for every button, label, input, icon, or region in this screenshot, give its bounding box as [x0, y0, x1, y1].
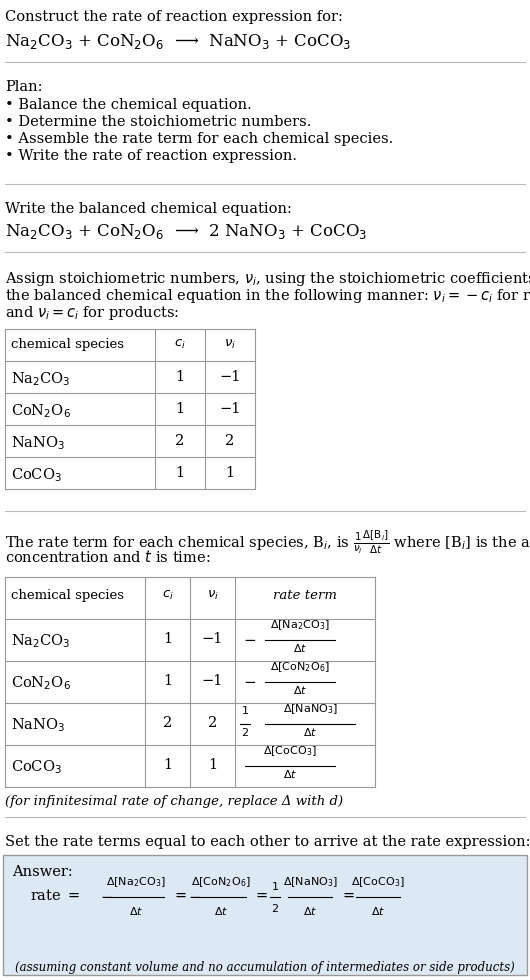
- Text: $\Delta t$: $\Delta t$: [214, 905, 228, 917]
- Text: −1: −1: [219, 370, 241, 384]
- Text: Set the rate terms equal to each other to arrive at the rate expression:: Set the rate terms equal to each other t…: [5, 835, 530, 849]
- Text: $\Delta[\mathrm{NaNO_3}]$: $\Delta[\mathrm{NaNO_3}]$: [282, 703, 338, 716]
- Text: $\Delta[\mathrm{CoCO_3}]$: $\Delta[\mathrm{CoCO_3}]$: [263, 744, 317, 758]
- Text: and $\nu_i = c_i$ for products:: and $\nu_i = c_i$ for products:: [5, 304, 179, 322]
- Text: CoN$_2$O$_6$: CoN$_2$O$_6$: [11, 402, 71, 419]
- Text: 1: 1: [175, 466, 184, 480]
- Text: $\Delta t$: $\Delta t$: [129, 905, 143, 917]
- Text: rate $=$: rate $=$: [30, 888, 81, 903]
- Text: (for infinitesimal rate of change, replace Δ with d): (for infinitesimal rate of change, repla…: [5, 795, 343, 808]
- Text: −1: −1: [202, 674, 223, 688]
- Text: 1: 1: [163, 758, 172, 772]
- FancyBboxPatch shape: [3, 855, 527, 975]
- Text: $\Delta t$: $\Delta t$: [303, 726, 317, 738]
- Text: CoN$_2$O$_6$: CoN$_2$O$_6$: [11, 674, 71, 692]
- Text: $-$: $-$: [243, 632, 256, 646]
- Text: chemical species: chemical species: [11, 338, 124, 351]
- Text: $=$: $=$: [172, 888, 188, 902]
- Text: $\Delta[\mathrm{CoN_2O_6}]$: $\Delta[\mathrm{CoN_2O_6}]$: [270, 661, 330, 674]
- Text: $\Delta[\mathrm{CoN_2O_6}]$: $\Delta[\mathrm{CoN_2O_6}]$: [191, 875, 251, 889]
- Text: $\Delta t$: $\Delta t$: [371, 905, 385, 917]
- Text: Na$_2$CO$_3$ + CoN$_2$O$_6$  ⟶  NaNO$_3$ + CoCO$_3$: Na$_2$CO$_3$ + CoN$_2$O$_6$ ⟶ NaNO$_3$ +…: [5, 32, 351, 51]
- Text: $1$: $1$: [241, 704, 249, 716]
- Text: Construct the rate of reaction expression for:: Construct the rate of reaction expressio…: [5, 10, 343, 24]
- Text: NaNO$_3$: NaNO$_3$: [11, 716, 65, 734]
- Text: $-$: $-$: [188, 889, 201, 903]
- Text: concentration and $t$ is time:: concentration and $t$ is time:: [5, 549, 210, 565]
- Text: 1: 1: [225, 466, 235, 480]
- Text: rate term: rate term: [273, 589, 337, 602]
- Text: 2: 2: [163, 716, 172, 730]
- Text: $\Delta[\mathrm{NaNO_3}]$: $\Delta[\mathrm{NaNO_3}]$: [282, 875, 338, 889]
- Text: Write the balanced chemical equation:: Write the balanced chemical equation:: [5, 202, 292, 216]
- Text: −1: −1: [219, 402, 241, 416]
- Text: the balanced chemical equation in the following manner: $\nu_i = -c_i$ for react: the balanced chemical equation in the fo…: [5, 287, 530, 305]
- Text: Assign stoichiometric numbers, $\nu_i$, using the stoichiometric coefficients, $: Assign stoichiometric numbers, $\nu_i$, …: [5, 270, 530, 288]
- Text: 2: 2: [225, 434, 235, 448]
- Text: Plan:: Plan:: [5, 80, 42, 94]
- Text: 1: 1: [163, 674, 172, 688]
- Text: $c_i$: $c_i$: [174, 338, 186, 351]
- Text: 2: 2: [208, 716, 217, 730]
- Text: 1: 1: [175, 370, 184, 384]
- Text: chemical species: chemical species: [11, 589, 124, 602]
- Text: $\Delta t$: $\Delta t$: [293, 684, 307, 696]
- Text: $\Delta[\mathrm{CoCO_3}]$: $\Delta[\mathrm{CoCO_3}]$: [351, 875, 405, 889]
- Text: $\Delta[\mathrm{Na_2CO_3}]$: $\Delta[\mathrm{Na_2CO_3}]$: [106, 875, 166, 889]
- Text: $\Delta[\mathrm{Na_2CO_3}]$: $\Delta[\mathrm{Na_2CO_3}]$: [270, 618, 330, 632]
- Text: −1: −1: [202, 632, 223, 646]
- Text: $=$: $=$: [340, 888, 356, 902]
- Text: 1: 1: [175, 402, 184, 416]
- Text: CoCO$_3$: CoCO$_3$: [11, 758, 62, 776]
- Text: $-$: $-$: [243, 674, 256, 688]
- Text: 1: 1: [163, 632, 172, 646]
- Text: $c_i$: $c_i$: [162, 589, 173, 602]
- Text: $1$: $1$: [271, 880, 279, 892]
- Text: • Determine the stoichiometric numbers.: • Determine the stoichiometric numbers.: [5, 115, 312, 129]
- Text: • Assemble the rate term for each chemical species.: • Assemble the rate term for each chemic…: [5, 132, 393, 146]
- Text: $2$: $2$: [271, 902, 279, 914]
- Text: $-$: $-$: [100, 889, 113, 903]
- Text: $2$: $2$: [241, 726, 249, 738]
- Text: NaNO$_3$: NaNO$_3$: [11, 434, 65, 452]
- Text: Na$_2$CO$_3$: Na$_2$CO$_3$: [11, 370, 70, 388]
- Text: Answer:: Answer:: [12, 865, 73, 879]
- Text: • Write the rate of reaction expression.: • Write the rate of reaction expression.: [5, 149, 297, 163]
- Text: $\Delta t$: $\Delta t$: [283, 768, 297, 780]
- Text: $\nu_i$: $\nu_i$: [224, 338, 236, 351]
- Text: 1: 1: [208, 758, 217, 772]
- Text: $\Delta t$: $\Delta t$: [303, 905, 317, 917]
- Text: $=$: $=$: [253, 888, 269, 902]
- Text: Na$_2$CO$_3$: Na$_2$CO$_3$: [11, 632, 70, 650]
- Text: 2: 2: [175, 434, 184, 448]
- Text: $\nu_i$: $\nu_i$: [207, 589, 218, 602]
- Text: (assuming constant volume and no accumulation of intermediates or side products): (assuming constant volume and no accumul…: [15, 961, 515, 974]
- Text: CoCO$_3$: CoCO$_3$: [11, 466, 62, 484]
- Text: • Balance the chemical equation.: • Balance the chemical equation.: [5, 98, 252, 112]
- Text: Na$_2$CO$_3$ + CoN$_2$O$_6$  ⟶  2 NaNO$_3$ + CoCO$_3$: Na$_2$CO$_3$ + CoN$_2$O$_6$ ⟶ 2 NaNO$_3$…: [5, 222, 367, 241]
- Text: $\Delta t$: $\Delta t$: [293, 642, 307, 654]
- Text: The rate term for each chemical species, B$_i$, is $\frac{1}{\nu_i}\frac{\Delta[: The rate term for each chemical species,…: [5, 529, 530, 557]
